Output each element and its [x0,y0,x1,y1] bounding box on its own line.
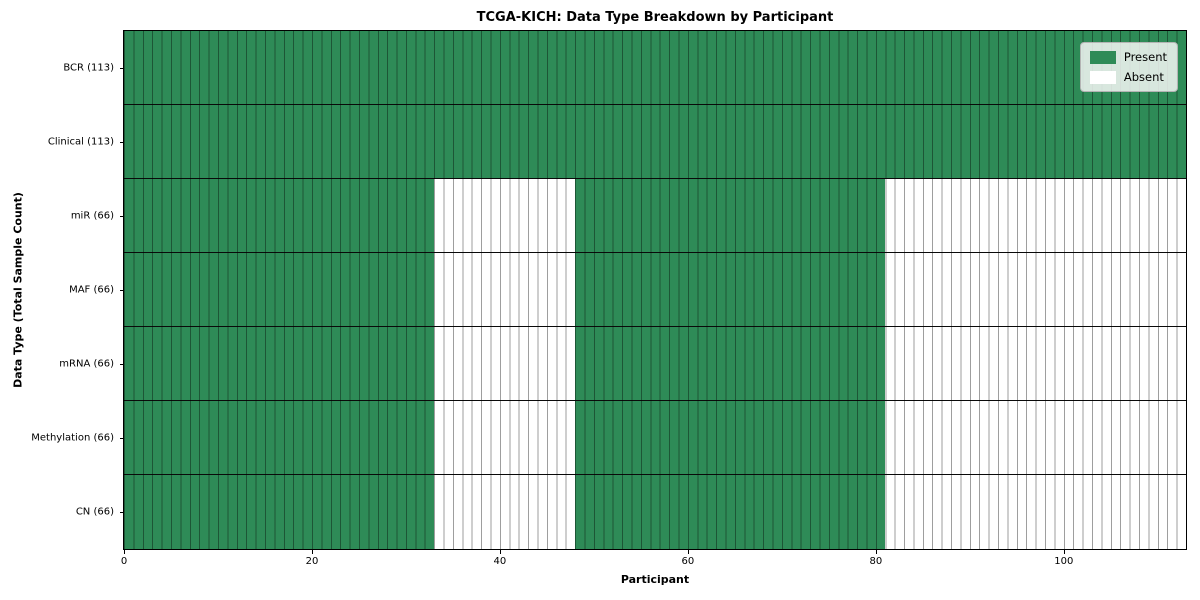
cell-segment-present [575,475,886,549]
heatmap-row-cn [124,475,1186,549]
cell-segment-absent [434,401,576,474]
cell-segment-present [124,105,1186,178]
xtick-mark [499,550,501,554]
xtick-label-40: 40 [493,556,507,567]
xtick-mark [311,550,313,554]
cell-segment-absent [434,327,576,400]
ytick-label-bcr: BCR (113) [63,62,114,74]
xtick-label-20: 20 [305,556,319,567]
heatmap-rows [124,31,1186,549]
cell-segment-present [575,401,886,474]
xtick-mark [1063,550,1065,554]
legend-swatch-absent [1089,70,1116,84]
heatmap-row-bcr [124,31,1186,105]
ytick-mark [120,68,124,69]
cell-segment-absent [885,179,1186,252]
ytick-mark [120,216,124,217]
x-axis-label: Participant [620,573,690,586]
xtick-mark [687,550,689,554]
ytick-mark [120,512,124,513]
plot-area: Present Absent [123,30,1187,550]
cell-segment-present [575,179,886,252]
cell-segment-absent [434,475,576,549]
heatmap-row-methylation [124,401,1186,475]
cell-segment-present [124,31,1186,104]
cell-segment-absent [885,401,1186,474]
ytick-label-mir: miR (66) [70,210,114,222]
cell-segment-present [124,327,435,400]
ytick-mark [120,364,124,365]
xtick-mark [875,550,877,554]
cell-segment-absent [885,253,1186,326]
heatmap-row-mrna [124,327,1186,401]
ytick-mark [120,438,124,439]
cell-segment-absent [434,179,576,252]
xtick-mark [124,550,125,554]
legend-label-present: Present [1123,50,1167,64]
ytick-label-clinical: Clinical (113) [47,136,114,148]
cell-segment-present [575,253,886,326]
heatmap-row-maf [124,253,1186,327]
xtick-label-60: 60 [681,556,695,567]
xtick-label-0: 0 [120,556,128,567]
chart-title: TCGA-KICH: Data Type Breakdown by Partic… [476,10,834,25]
legend-entry-present: Present [1089,50,1167,64]
xtick-label-80: 80 [869,556,883,567]
cell-segment-present [124,401,435,474]
y-axis-ticks: BCR (113) Clinical (113) miR (66) MAF (66) m… [0,31,124,549]
ytick-label-methylation: Methylation (66) [31,432,114,444]
cell-segment-present [124,179,435,252]
cell-segment-absent [885,475,1186,549]
x-axis-ticks: 0 20 40 60 80 100 [120,549,1186,579]
cell-segment-absent [885,327,1186,400]
legend: Present Absent [1079,42,1178,92]
cell-segment-absent [434,253,576,326]
legend-label-absent: Absent [1123,70,1164,84]
legend-entry-absent: Absent [1089,70,1167,84]
ytick-mark [120,142,124,143]
cell-segment-present [575,327,886,400]
heatmap-row-clinical [124,105,1186,179]
heatmap-row-mir [124,179,1186,253]
xtick-label-100: 100 [1054,556,1074,567]
legend-swatch-present [1089,50,1116,64]
ytick-label-maf: MAF (66) [69,284,114,296]
cell-segment-present [124,475,435,549]
ytick-label-cn: CN (66) [75,506,114,518]
cell-segment-present [124,253,435,326]
ytick-mark [120,290,124,291]
ytick-label-mrna: mRNA (66) [59,358,114,370]
